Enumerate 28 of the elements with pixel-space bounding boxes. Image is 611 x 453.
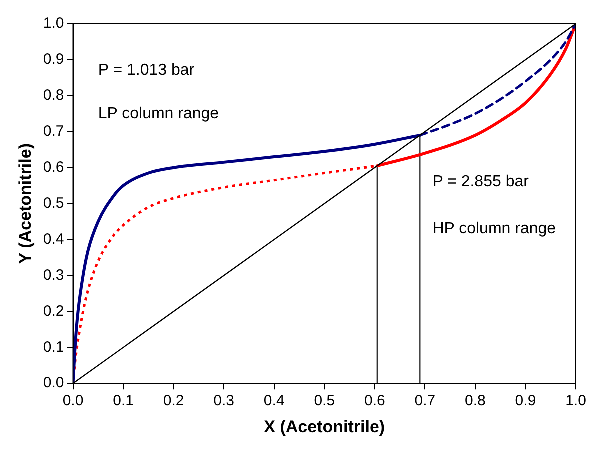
y-axis-title: Y (Acetonitrile): [16, 144, 35, 264]
y-tick-label: 0.3: [43, 266, 64, 284]
y-tick-label: 0.5: [43, 194, 64, 212]
annotation: P = 2.855 bar: [432, 174, 530, 191]
x-axis-title: X (Acetonitrile): [264, 417, 386, 436]
y-tick-label: 0.2: [43, 302, 64, 320]
x-tick-label: 0.1: [113, 392, 134, 410]
x-tick-label: 0.5: [314, 392, 336, 410]
x-tick-label: 0.7: [414, 392, 436, 410]
x-tick-label: 0.4: [264, 392, 285, 410]
x-tick-label: 0.2: [163, 392, 184, 410]
x-tick-label: 0.8: [465, 392, 486, 410]
x-tick-label: 0.9: [515, 392, 536, 410]
y-tick-label: 0.9: [43, 51, 64, 68]
y-tick-label: 0.6: [43, 158, 64, 176]
y-tick-label: 0.7: [43, 123, 64, 140]
annotation: LP column range: [98, 105, 220, 122]
y-tick-label: 0.4: [43, 230, 64, 248]
annotation: P = 1.013 bar: [98, 62, 196, 80]
y-tick-label: 0.8: [43, 87, 64, 104]
annotation: HP column range: [432, 220, 556, 238]
x-tick-label: 1.0: [566, 392, 586, 410]
x-tick-label: 0.3: [214, 392, 235, 410]
y-tick-label: 0.0: [43, 374, 64, 392]
x-tick-label: 0.0: [62, 392, 84, 410]
y-tick-label: 0.1: [43, 338, 64, 356]
x-tick-label: 0.6: [364, 392, 386, 410]
y-tick-label: 1.0: [43, 15, 64, 32]
